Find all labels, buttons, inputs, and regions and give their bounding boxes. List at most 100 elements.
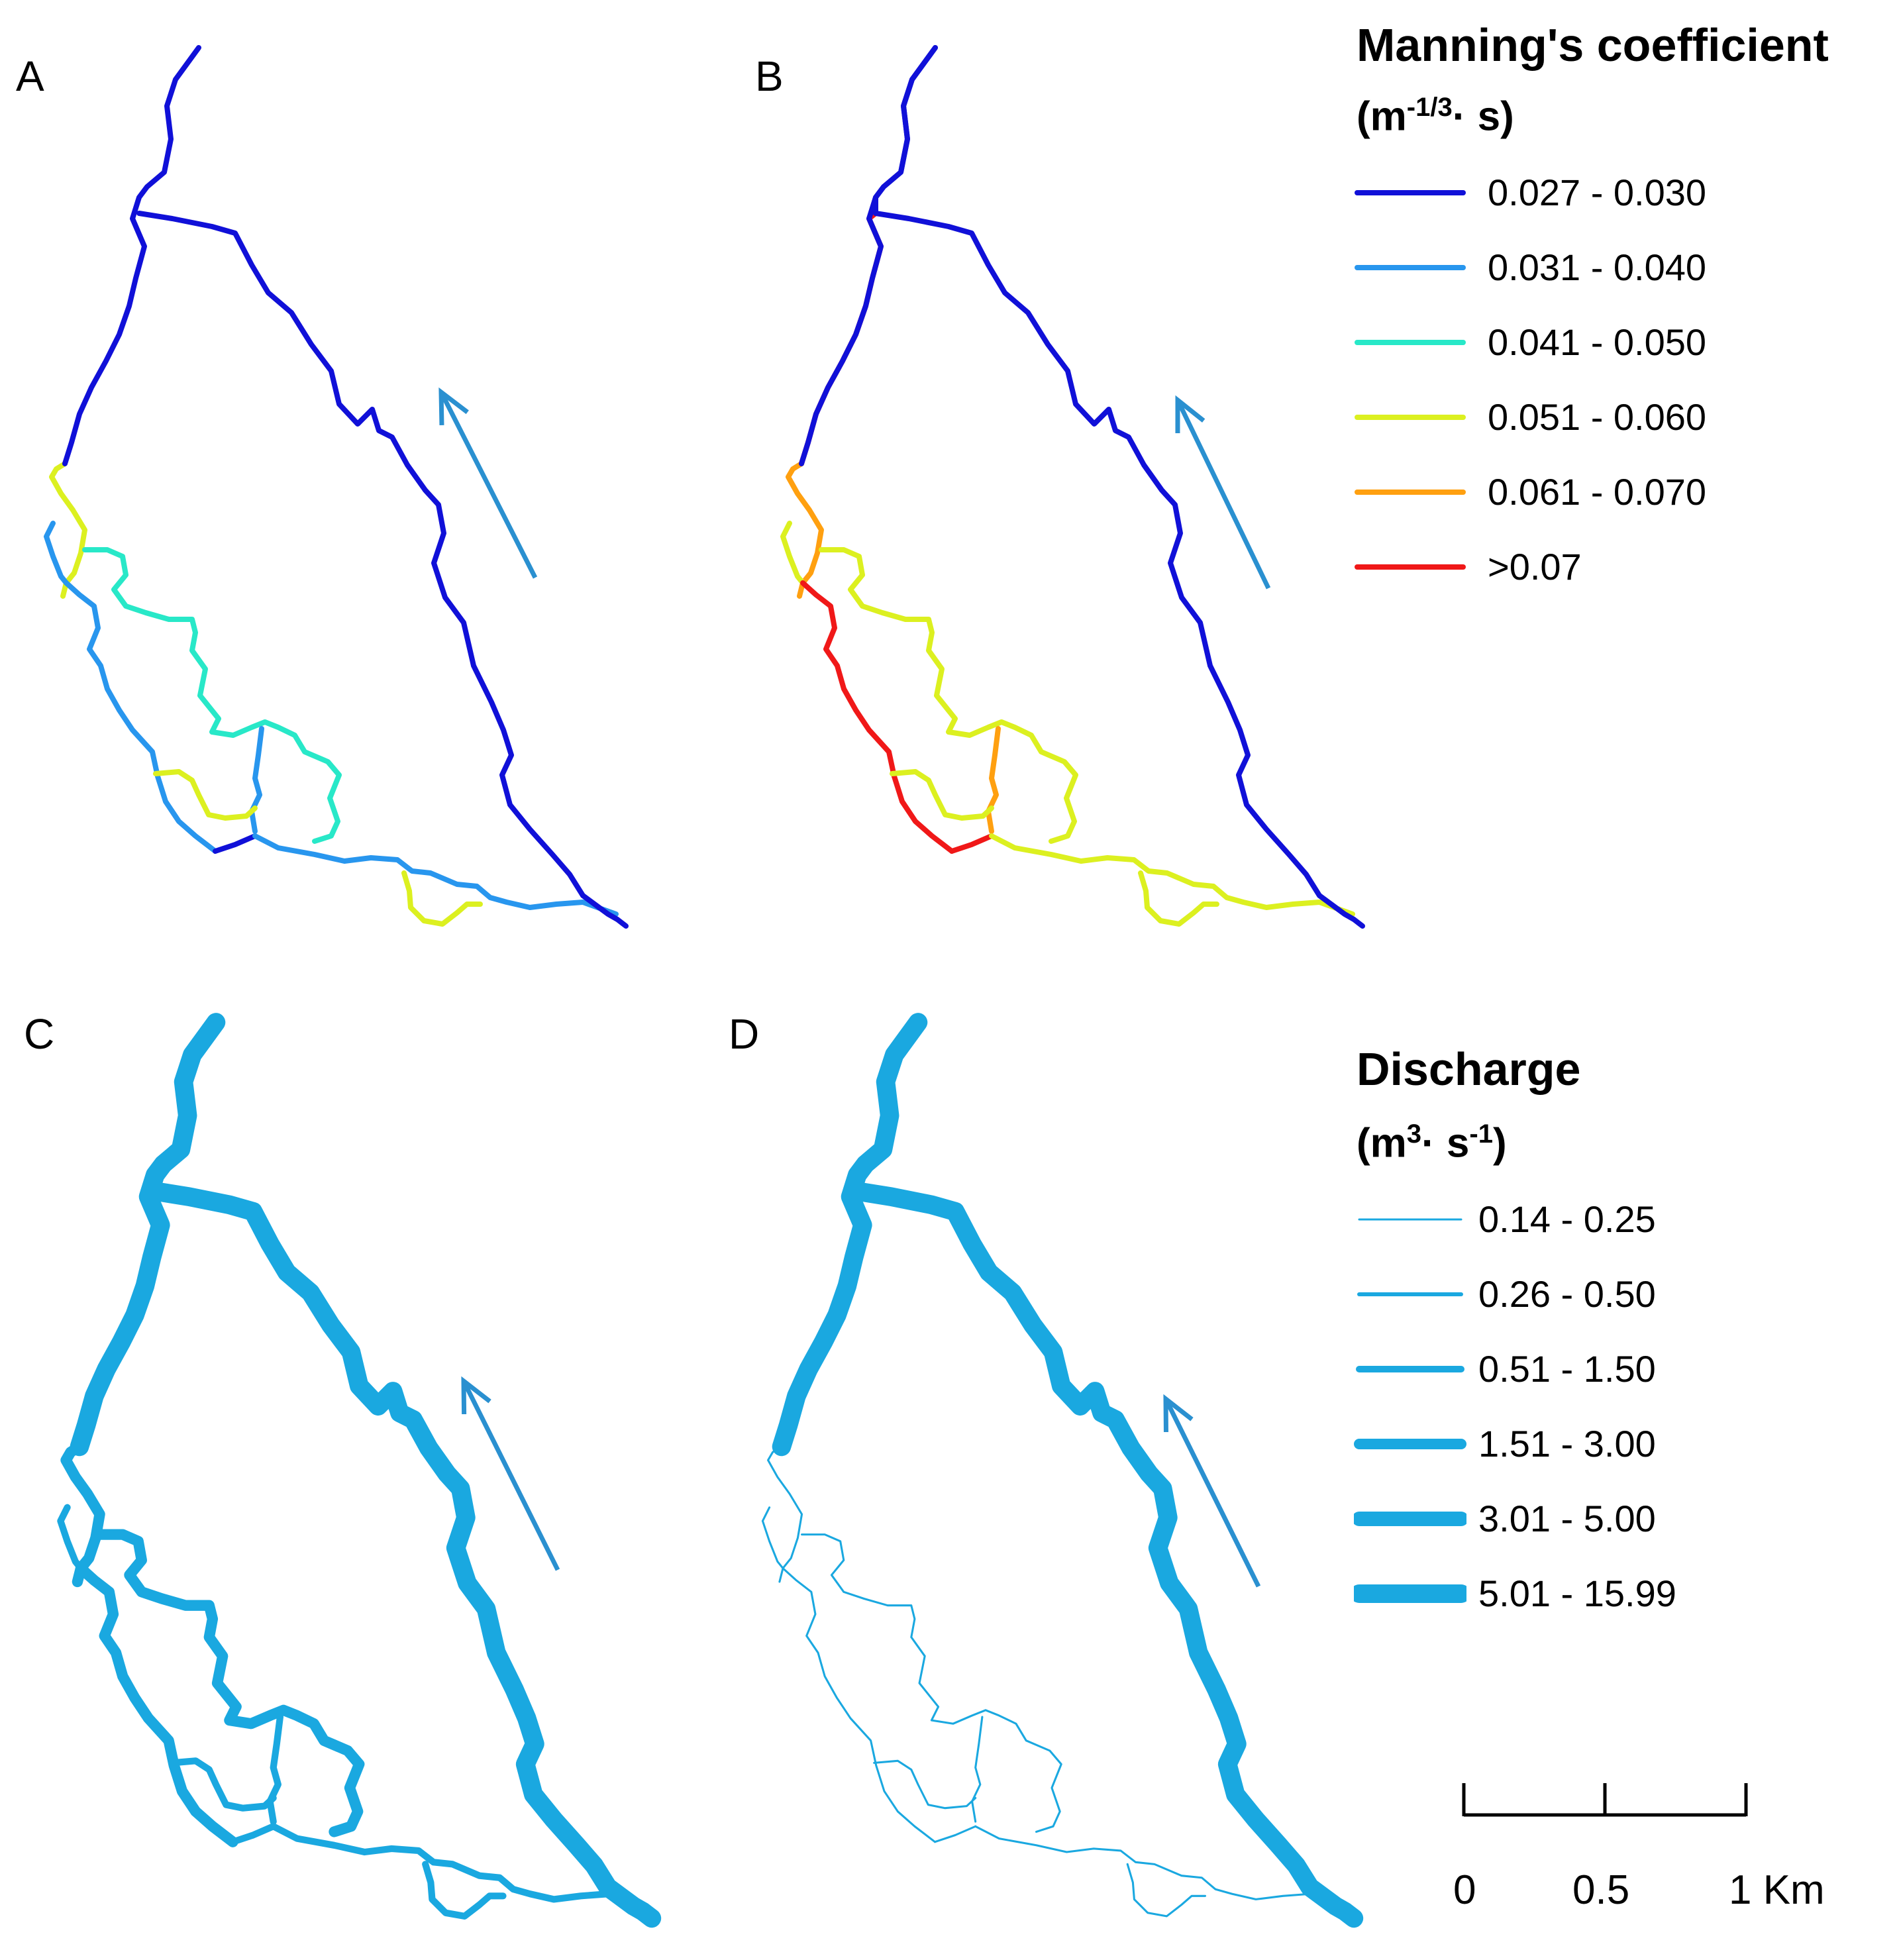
discharge-legend-label: 5.01 - 15.99: [1478, 1573, 1676, 1614]
scale-bar: [1462, 1783, 1748, 1817]
manning-unit-base: (m: [1357, 93, 1407, 140]
panel-c-west-reach-3: [75, 1563, 238, 1847]
discharge-legend-item: 0.14 - 0.25: [1354, 1198, 1656, 1241]
discharge-legend-label: 1.51 - 3.00: [1478, 1423, 1656, 1465]
panel-b-east-reach-1: [799, 45, 938, 466]
manning-legend-item: 0.061 - 0.070: [1354, 470, 1706, 513]
discharge-legend-label: 0.51 - 1.50: [1478, 1348, 1656, 1390]
panel-d-west-reach-2: [761, 1506, 784, 1570]
discharge-legend-swatch: [1354, 1200, 1466, 1239]
discharge-legend-item: 1.51 - 3.00: [1354, 1422, 1656, 1465]
panel-b-west-reach-4: [949, 833, 994, 854]
panel-label-b: B: [755, 52, 784, 100]
discharge-unit-s-exponent: -1: [1469, 1119, 1493, 1149]
discharge-legend-swatch: [1354, 1574, 1466, 1614]
discharge-legend-swatch: [1354, 1349, 1466, 1389]
flow-arrow-shaft-d: [1163, 1398, 1261, 1588]
flow-arrow-shaft-c: [461, 1380, 560, 1571]
manning-legend-item: 0.031 - 0.040: [1354, 246, 1706, 289]
panel-label-c: C: [24, 1010, 55, 1058]
panel-a-west-reach-7: [153, 769, 258, 821]
panel-d-west-reach-4: [933, 1825, 977, 1843]
panel-d-west-reach-7: [873, 1759, 977, 1810]
discharge-legend-swatch: [1354, 1274, 1466, 1314]
panel-b-west-reach-8: [989, 833, 1355, 917]
panel-b-west-reach-7: [890, 769, 994, 821]
manning-legend-label: 0.027 - 0.030: [1488, 172, 1707, 213]
panel-a-west-reach-1: [49, 461, 87, 599]
discharge-legend-item: 3.01 - 5.00: [1354, 1497, 1656, 1540]
discharge-legend-unit: (m3· s-1): [1357, 1119, 1507, 1167]
panel-b-upstream-reach: [873, 45, 938, 216]
manning-legend-item: >0.07: [1354, 545, 1582, 588]
manning-legend-label: >0.07: [1488, 546, 1582, 588]
panel-b-west-reach-6: [986, 726, 1001, 834]
panel-c-west-reach-5: [94, 1529, 365, 1837]
flow-arrow-shaft-b: [1175, 399, 1271, 590]
discharge-legend-label: 0.26 - 0.50: [1478, 1273, 1656, 1315]
flow-arrow-head-d: [1163, 1394, 1194, 1433]
panel-a-west-reach-3: [64, 580, 218, 854]
manning-legend-label: 0.061 - 0.070: [1488, 471, 1707, 513]
panel-a-east-reach-2: [136, 211, 629, 929]
panel-c-west-reach-1: [60, 1441, 105, 1588]
discharge-unit-m: (m: [1357, 1120, 1407, 1166]
discharge-legend-item: 5.01 - 15.99: [1354, 1572, 1676, 1615]
manning-legend-label: 0.051 - 0.060: [1488, 396, 1707, 438]
panel-c-map: [57, 1013, 662, 1928]
panel-c-west-reach-4: [229, 1823, 277, 1845]
panel-a-west-reach-4: [213, 833, 258, 854]
manning-unit-exponent: -1/3: [1406, 93, 1453, 122]
discharge-legend-label: 3.01 - 5.00: [1478, 1498, 1656, 1539]
flow-arrow-head-b: [1175, 395, 1206, 434]
manning-legend-swatch: [1354, 173, 1466, 213]
panel-d-map: [761, 1013, 1364, 1928]
panel-a-west-reach-6: [249, 726, 264, 834]
panel-c-west-reach-7: [168, 1757, 277, 1812]
panel-c-east-reach-2: [145, 1182, 662, 1928]
manning-legend-swatch: [1354, 248, 1466, 287]
panel-d-west-reach-6: [971, 1716, 984, 1823]
flow-arrow-head-a: [438, 387, 469, 426]
panel-b-east-reach-2: [873, 211, 1365, 929]
panel-d-east-reach-2: [847, 1182, 1364, 1928]
panel-b-west-reach-2: [780, 521, 805, 586]
manning-legend-item: 0.041 - 0.050: [1354, 321, 1706, 364]
discharge-unit-close: ): [1492, 1120, 1507, 1166]
panel-d-east-reach-1: [772, 1013, 928, 1457]
panel-label-a: A: [16, 52, 44, 100]
discharge-legend-swatch: [1354, 1499, 1466, 1539]
manning-legend-item: 0.051 - 0.060: [1354, 395, 1706, 438]
discharge-legend-label: 0.14 - 0.25: [1478, 1198, 1656, 1240]
manning-legend-swatch: [1354, 547, 1466, 587]
manning-unit-suffix: s): [1466, 93, 1514, 140]
manning-legend-label: 0.031 - 0.040: [1488, 246, 1707, 288]
flow-arrow-head-c: [461, 1376, 491, 1415]
manning-legend-swatch: [1354, 397, 1466, 437]
panel-b-west-reach-5: [819, 547, 1078, 844]
manning-legend-item: 0.027 - 0.030: [1354, 171, 1706, 214]
panel-c-west-reach-6: [266, 1713, 283, 1826]
panel-a-west-reach-2: [44, 521, 69, 586]
panel-c-west-reach-2: [57, 1504, 85, 1572]
panel-a-east-reach-1: [62, 45, 201, 466]
panel-d-west-reach-9: [1126, 1863, 1207, 1918]
discharge-unit-s: s: [1435, 1120, 1470, 1166]
flow-arrow-shaft-a: [438, 391, 538, 579]
panel-b-map: [780, 45, 1365, 929]
panel-c-west-reach-9: [422, 1861, 507, 1920]
discharge-legend-item: 0.26 - 0.50: [1354, 1272, 1656, 1315]
scale-label-half: 0.5: [1572, 1867, 1630, 1913]
panel-b-west-reach-1: [786, 461, 824, 599]
panel-d-west-reach-8: [974, 1825, 1345, 1908]
manning-legend-swatch: [1354, 472, 1466, 512]
panel-d-west-reach-1: [767, 1445, 803, 1583]
discharge-legend-swatch: [1354, 1424, 1466, 1464]
manning-legend-label: 0.041 - 0.050: [1488, 321, 1707, 363]
panel-a-west-reach-5: [82, 547, 342, 844]
panel-a-map: [44, 45, 629, 929]
flow-direction-arrows: [438, 387, 1271, 1588]
manning-legend-title: Manning's coefficient: [1357, 19, 1829, 71]
